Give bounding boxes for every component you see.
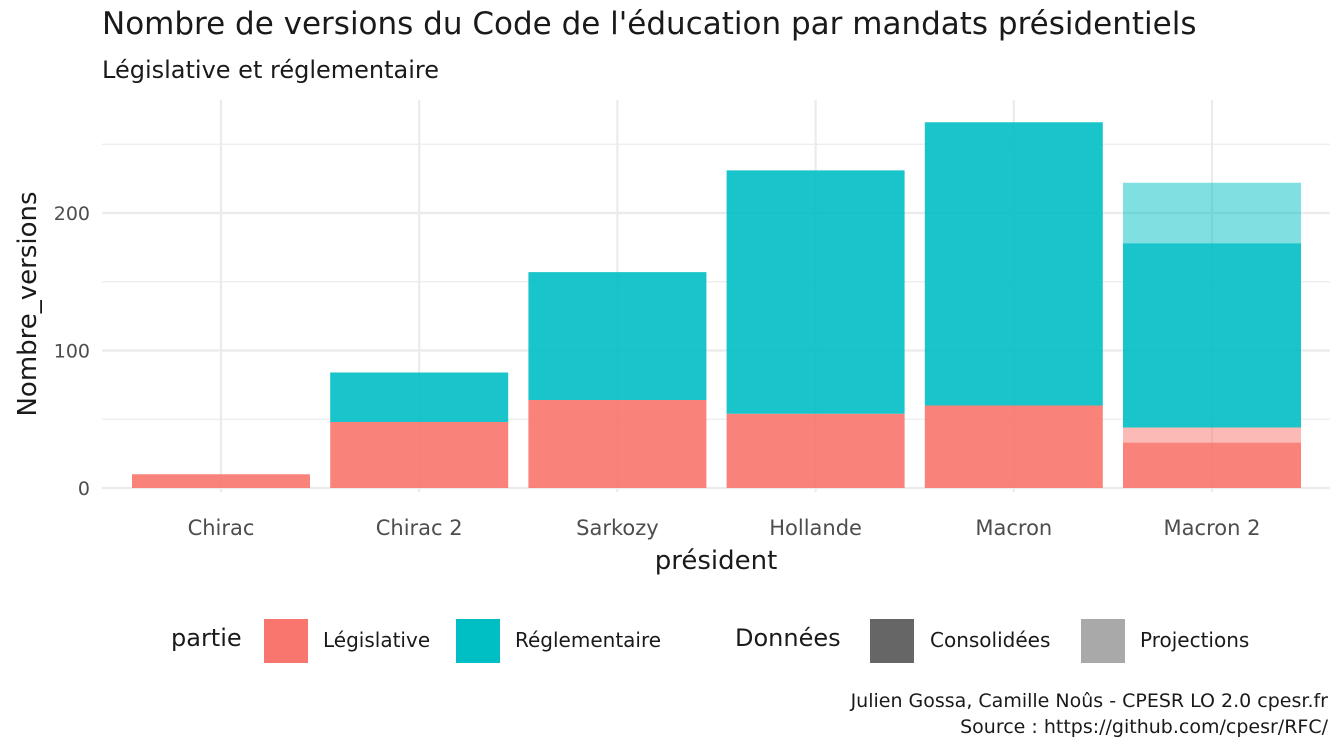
- legend-key-projections: [1081, 619, 1125, 663]
- x-axis-label: président: [655, 546, 778, 576]
- bar-segment-legislative-projections: [1123, 427, 1301, 443]
- y-tick-label: 200: [54, 203, 90, 225]
- bar-segment-reglementaire-consolidees: [726, 170, 905, 414]
- bars: [132, 122, 1301, 488]
- bar-segment-reglementaire-consolidees: [924, 122, 1103, 406]
- bar-segment-reglementaire-consolidees: [1123, 243, 1301, 428]
- y-axis-label: Nombre_versions: [13, 191, 43, 416]
- y-tick-label: 100: [54, 341, 90, 363]
- bar-segment-legislative-consolidees: [924, 405, 1103, 488]
- caption-credits: Julien Gossa, Camille Noûs - CPESR LO 2.…: [850, 690, 1328, 712]
- bar-segment-legislative-consolidees: [726, 413, 905, 488]
- chart-title: Nombre de versions du Code de l'éducatio…: [102, 6, 1197, 42]
- x-tick-label: Hollande: [769, 516, 862, 540]
- bar-segment-legislative-consolidees: [528, 400, 707, 488]
- legend-key-legislative: [264, 619, 308, 663]
- x-tick-label: Sarkozy: [576, 516, 659, 540]
- legend-title-donnees: Données: [735, 624, 841, 652]
- bar-segment-legislative-consolidees: [132, 474, 310, 488]
- legend-label-reglementaire: Réglementaire: [515, 628, 662, 652]
- legend-label-legislative: Législative: [323, 628, 431, 652]
- legend-label-consolidees: Consolidées: [930, 628, 1051, 652]
- y-tick-label: 0: [78, 478, 90, 500]
- chart-plot: 0 100 200 Chirac Chirac 2 Sarkozy Hollande Macr…: [13, 100, 1330, 576]
- bar-segment-legislative-consolidees: [330, 422, 509, 488]
- x-tick-label: Macron 2: [1164, 516, 1261, 540]
- bar-segment-reglementaire-projections: [1123, 182, 1301, 244]
- tick-labels: 0 100 200 Chirac Chirac 2 Sarkozy Hollande Macr…: [54, 203, 1261, 540]
- chart-subtitle: Législative et réglementaire: [102, 56, 439, 84]
- legend-key-consolidees: [870, 619, 914, 663]
- legend-title-partie: partie: [171, 624, 242, 652]
- x-tick-label: Chirac: [188, 516, 255, 540]
- x-tick-label: Macron: [975, 516, 1052, 540]
- caption-source: Source : https://github.com/cpesr/RFC/: [960, 716, 1328, 738]
- legend-key-reglementaire: [456, 619, 500, 663]
- bar-segment-legislative-consolidees: [1123, 442, 1301, 488]
- legend-label-projections: Projections: [1140, 628, 1250, 652]
- bar-segment-reglementaire-consolidees: [330, 372, 509, 422]
- bar-segment-reglementaire-consolidees: [528, 272, 707, 400]
- x-tick-label: Chirac 2: [376, 516, 463, 540]
